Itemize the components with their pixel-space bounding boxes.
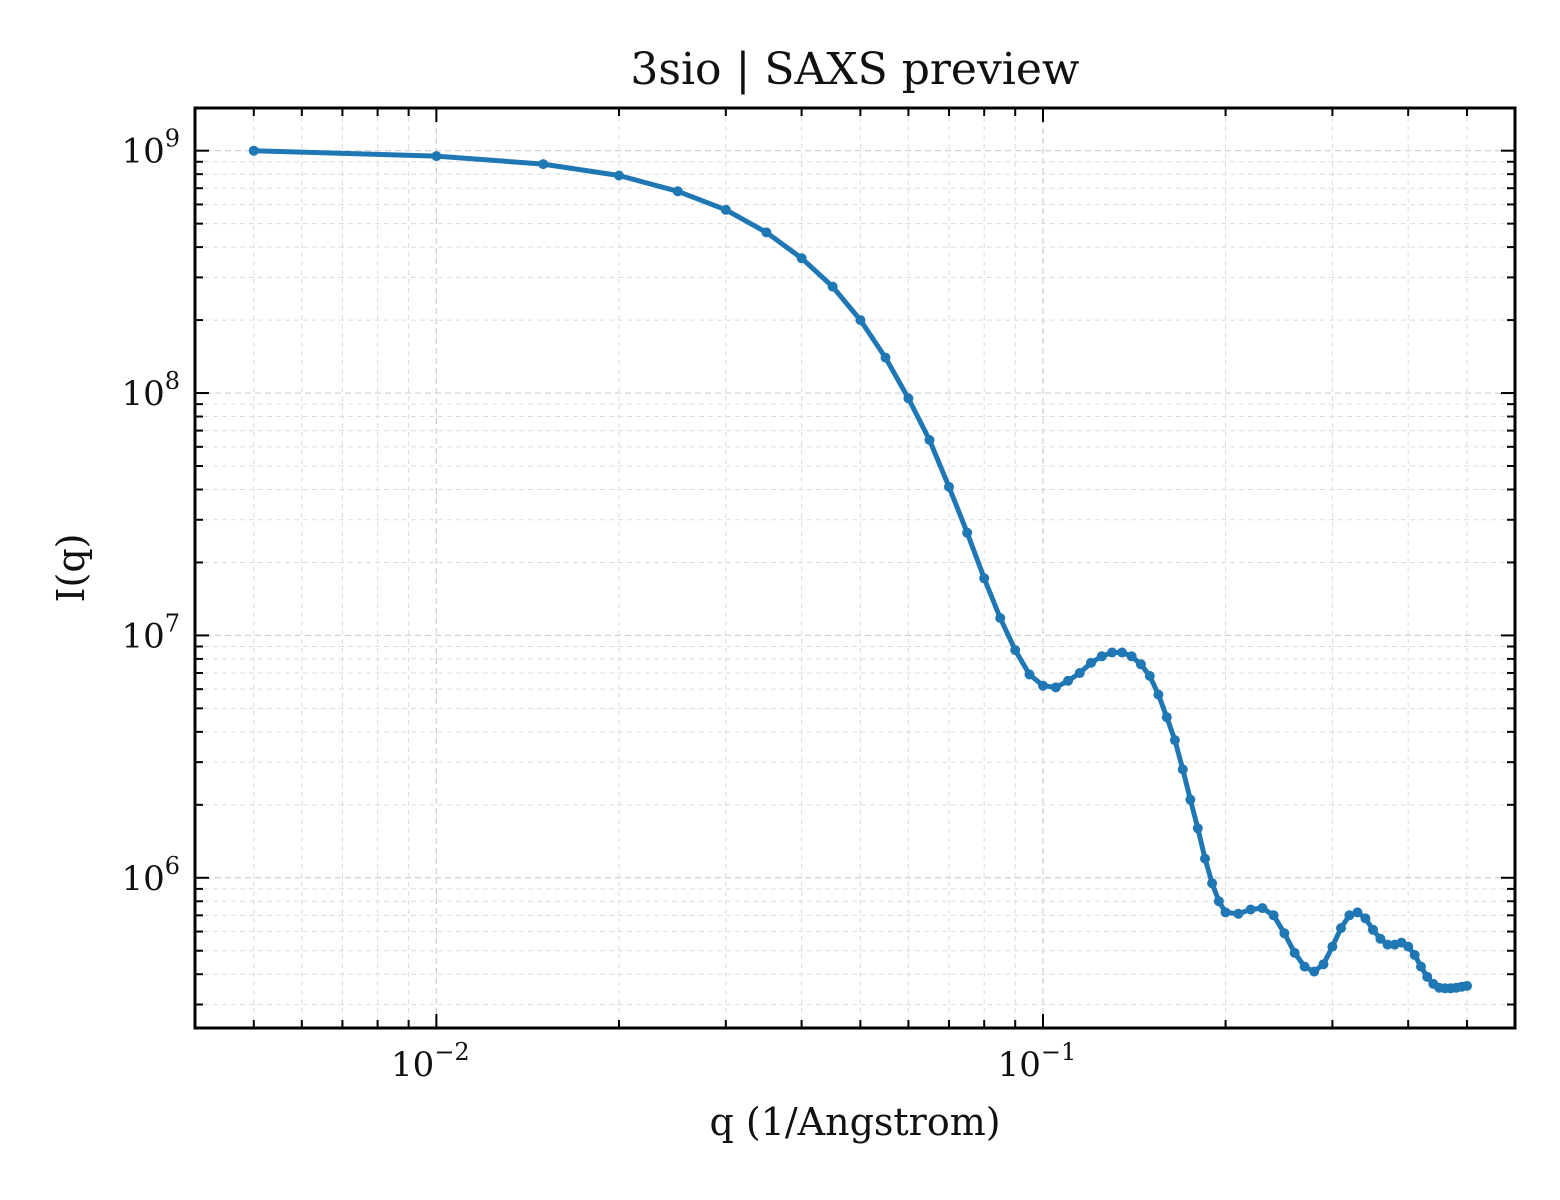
data-point	[1126, 651, 1137, 662]
data-point	[1403, 941, 1414, 952]
data-point	[672, 186, 683, 197]
data-point	[827, 281, 838, 292]
data-point	[1213, 896, 1224, 907]
data-point	[1382, 939, 1393, 950]
data-point	[1086, 657, 1096, 668]
data-point	[1096, 651, 1107, 662]
data-point	[248, 145, 259, 156]
data-point	[979, 573, 990, 584]
series-layer	[248, 145, 1472, 994]
data-point	[538, 159, 549, 170]
data-point	[1245, 904, 1256, 915]
y-tick-label: 109	[121, 125, 180, 172]
data-point	[720, 204, 731, 215]
chart-title: 3sio | SAXS preview	[630, 44, 1080, 95]
data-point	[880, 352, 891, 363]
data-point	[1233, 908, 1244, 919]
data-point	[1107, 647, 1118, 658]
data-point	[1409, 950, 1420, 960]
data-point	[1416, 961, 1426, 972]
data-point	[1360, 913, 1371, 924]
data-point	[1169, 735, 1180, 746]
data-point	[1074, 668, 1085, 678]
data-point	[903, 393, 914, 404]
data-point	[1336, 923, 1346, 934]
data-point	[995, 613, 1006, 623]
data-point	[1153, 689, 1164, 700]
y-tick-label: 107	[121, 609, 180, 656]
data-point	[1185, 794, 1196, 805]
data-point	[1462, 980, 1472, 991]
data-point	[1024, 669, 1035, 680]
x-axis-label: q (1/Angstrom)	[709, 1100, 1000, 1144]
data-point	[1220, 907, 1231, 918]
data-point	[1279, 928, 1290, 939]
data-point	[1144, 671, 1155, 681]
data-point	[924, 435, 935, 445]
data-point	[855, 315, 866, 326]
data-point	[761, 227, 772, 238]
x-tick-label: 10−1	[998, 1038, 1077, 1085]
data-point	[431, 151, 442, 162]
data-point	[962, 527, 973, 538]
data-point	[1375, 933, 1386, 944]
data-point	[1299, 961, 1310, 972]
plot-frame	[193, 106, 1517, 1030]
data-point	[1352, 907, 1363, 918]
data-point	[614, 170, 624, 181]
data-point	[1161, 712, 1172, 723]
data-point	[1368, 924, 1378, 935]
data-point	[1318, 959, 1329, 970]
data-point	[1050, 682, 1061, 693]
data-point	[1192, 823, 1203, 834]
data-point	[1422, 971, 1433, 982]
data-point	[1135, 659, 1146, 670]
x-tick-label: 10−2	[391, 1038, 470, 1085]
data-point	[1117, 647, 1127, 658]
data-point	[1289, 947, 1300, 958]
data-point	[1063, 675, 1074, 686]
tick-labels: 10−2 10−1 106 107 108 109	[121, 125, 1076, 1085]
data-point	[1327, 941, 1338, 952]
data-point	[796, 253, 807, 264]
y-tick-label: 108	[121, 367, 180, 414]
data-point	[1309, 966, 1320, 977]
data-point	[1010, 645, 1021, 656]
data-point	[944, 481, 954, 492]
data-point	[1177, 764, 1188, 775]
y-tick-label: 106	[121, 852, 180, 899]
data-point	[1207, 878, 1218, 889]
y-axis-label: I(q)	[49, 534, 93, 603]
data-point	[1200, 853, 1210, 864]
data-point	[1038, 680, 1048, 691]
grid-lines	[194, 108, 1515, 1028]
data-point	[1257, 903, 1268, 914]
data-point	[1268, 910, 1279, 921]
data-point	[1344, 910, 1355, 921]
axis-ticks	[194, 108, 1515, 1028]
series-points	[248, 145, 1472, 994]
